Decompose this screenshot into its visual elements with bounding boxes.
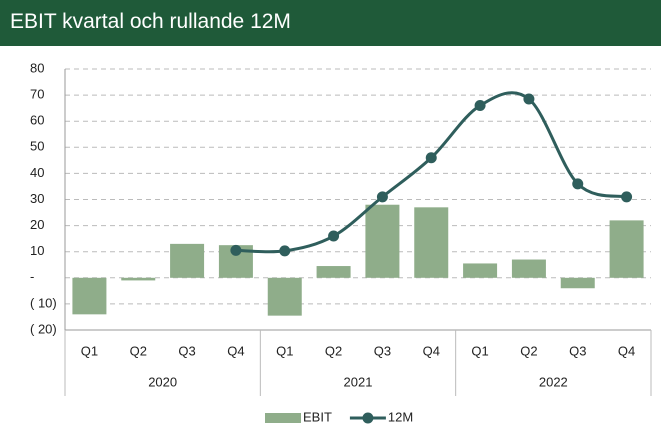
y-tick-label: 80 (30, 60, 44, 75)
x-tick-label: Q3 (178, 343, 195, 358)
y-tick-label: ( 20) (30, 321, 57, 336)
y-tick-label: 10 (30, 243, 44, 258)
y-tick-label: 30 (30, 191, 44, 206)
chart-title: EBIT kvartal och rullande 12M (10, 10, 291, 33)
marker (523, 93, 535, 105)
bar (511, 259, 546, 278)
marker (621, 191, 633, 203)
x-tick-label: Q2 (130, 343, 147, 358)
legend-label: EBIT (303, 409, 332, 424)
x-tick-label: Q1 (276, 343, 293, 358)
x-tick-label: Q2 (325, 343, 342, 358)
y-tick-label: 60 (30, 113, 44, 128)
x-tick-label: Q4 (618, 343, 635, 358)
marker (230, 244, 242, 256)
marker (376, 191, 388, 203)
x-tick-label: Q3 (569, 343, 586, 358)
bar (316, 266, 351, 278)
marker (279, 245, 291, 257)
y-tick-label: 50 (30, 139, 44, 154)
group-label: 2020 (148, 374, 177, 389)
x-tick-label: Q1 (471, 343, 488, 358)
line (235, 91, 627, 254)
bar (463, 263, 498, 278)
y-tick-label: 70 (30, 87, 44, 102)
legend-swatch (362, 412, 374, 424)
marker (328, 230, 340, 242)
x-tick-label: Q4 (227, 343, 244, 358)
bar (267, 277, 302, 316)
y-tick-label: ( 10) (30, 295, 57, 310)
marker (425, 152, 437, 164)
marker (572, 178, 584, 190)
bar (121, 277, 156, 281)
bar (170, 243, 205, 278)
y-tick-label: 40 (30, 165, 44, 180)
legend-swatch (265, 413, 301, 423)
legend-label: 12M (388, 409, 413, 424)
bar (609, 220, 644, 278)
group-label: 2022 (539, 374, 568, 389)
x-tick-label: Q2 (520, 343, 537, 358)
bar (72, 277, 107, 315)
bar (414, 207, 449, 278)
group-label: 2021 (344, 374, 373, 389)
x-tick-label: Q3 (374, 343, 391, 358)
bar (560, 277, 595, 289)
y-tick-label: 20 (30, 217, 44, 232)
bar (365, 204, 400, 278)
x-tick-label: Q4 (423, 343, 440, 358)
y-tick-label: - (30, 269, 34, 284)
title-bar: EBIT kvartal och rullande 12M (0, 0, 661, 46)
x-tick-label: Q1 (81, 343, 98, 358)
marker (474, 100, 486, 112)
